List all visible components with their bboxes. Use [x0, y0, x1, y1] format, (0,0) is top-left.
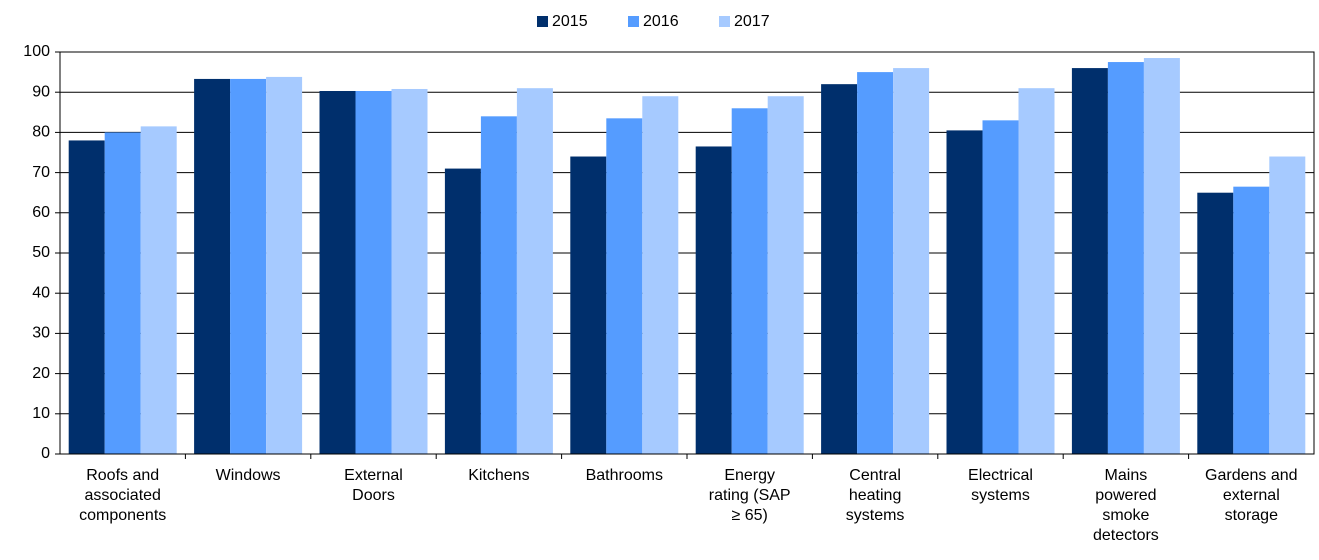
legend-label: 2015	[552, 13, 588, 30]
x-tick-label: Bathrooms	[585, 467, 663, 484]
plot-frame	[59, 51, 1315, 455]
bar	[104, 132, 141, 454]
legend-label: 2016	[643, 13, 679, 30]
bar	[642, 96, 679, 454]
y-tick-label: 0	[41, 445, 50, 462]
y-tick-label: 30	[32, 325, 50, 342]
y-tick-label: 40	[32, 284, 50, 301]
bar	[355, 90, 392, 454]
bar	[695, 146, 732, 454]
bar	[606, 118, 643, 454]
bar	[1107, 62, 1144, 455]
bar	[319, 90, 356, 454]
x-tick-label: External Doors	[344, 467, 403, 504]
bar	[767, 96, 804, 454]
y-tick-label: 80	[32, 124, 50, 141]
bar	[480, 116, 517, 454]
x-tick-label: Electrical systems	[968, 467, 1033, 504]
bar	[1269, 156, 1306, 454]
bar	[1071, 68, 1108, 454]
bar	[68, 140, 105, 454]
bar	[857, 72, 894, 454]
legend-label: 2017	[734, 13, 770, 30]
bar	[140, 126, 177, 455]
bar	[1018, 88, 1055, 455]
bar	[516, 88, 553, 455]
y-tick-label: 100	[23, 43, 50, 60]
bar	[1233, 186, 1270, 455]
bar	[982, 120, 1019, 454]
y-tick-label: 10	[32, 405, 50, 422]
y-tick-label: 70	[32, 164, 50, 181]
bar	[821, 84, 858, 454]
bar	[266, 76, 303, 454]
x-tick-label: Kitchens	[468, 467, 530, 484]
bar	[1143, 58, 1180, 454]
bar	[1197, 192, 1234, 454]
x-tick-label: Roofs and associated components	[79, 467, 167, 524]
x-tick-label: Windows	[215, 467, 281, 484]
x-tick-label: Mains powered smoke detectors	[1092, 467, 1159, 544]
y-tick-label: 50	[32, 244, 50, 261]
bar	[391, 88, 428, 454]
bar	[946, 130, 983, 454]
x-tick-label: Gardens and external storage	[1205, 467, 1298, 524]
legend-swatch	[537, 16, 548, 27]
bar	[444, 168, 481, 454]
x-tick-label: Central heating systems	[845, 467, 905, 524]
y-tick-label: 90	[32, 83, 50, 100]
legend-swatch	[719, 16, 730, 27]
bar	[194, 78, 231, 455]
bar	[893, 68, 930, 454]
bar	[731, 108, 768, 454]
x-tick-label: Energy rating (SAP ≥ 65)	[708, 467, 791, 524]
legend-swatch	[628, 16, 639, 27]
bar	[230, 78, 267, 455]
bar	[570, 156, 607, 454]
y-tick-label: 20	[32, 365, 50, 382]
y-tick-label: 60	[32, 204, 50, 221]
